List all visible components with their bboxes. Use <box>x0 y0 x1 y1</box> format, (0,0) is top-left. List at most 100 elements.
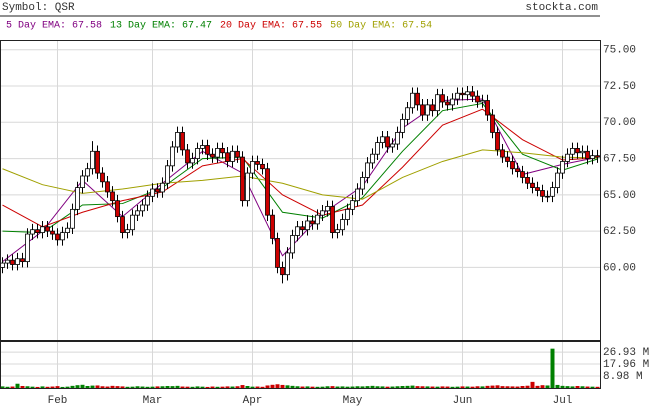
volume-bar <box>530 381 535 388</box>
candle-body <box>5 259 10 264</box>
grid-layer: 75.00 72.50 70.00 67.50 65.00 62.50 60.00 26.93… <box>0 41 649 406</box>
candle-body <box>210 153 215 158</box>
volume-bar <box>285 385 290 388</box>
ema-line <box>2 102 598 234</box>
volume-bar <box>360 386 365 388</box>
volume-frame <box>0 341 601 389</box>
candle-body <box>395 132 400 145</box>
ema-line <box>2 108 598 228</box>
price-frame <box>0 40 601 341</box>
volume-tick-label: 8.98 M <box>603 371 643 383</box>
candle-body <box>85 168 90 177</box>
volume-bar <box>525 385 530 388</box>
candle-body <box>450 98 455 106</box>
candle-body <box>145 195 150 206</box>
candle-body <box>440 94 445 103</box>
volume-bar <box>105 386 110 388</box>
volume-bar <box>295 386 300 388</box>
volume-bar <box>290 385 295 388</box>
candle-body <box>120 216 125 233</box>
candle-body <box>220 148 225 154</box>
volume-bar <box>85 386 90 388</box>
volume-bar <box>120 386 125 388</box>
volume-bar <box>545 385 550 388</box>
volume-bar <box>385 386 390 388</box>
volume-bar <box>130 386 135 388</box>
candle-body <box>500 149 505 158</box>
volume-bar <box>70 385 75 388</box>
candle-body <box>325 206 330 212</box>
volume-bar <box>50 386 55 388</box>
candle-body <box>435 94 440 112</box>
volume-bar <box>90 385 95 388</box>
candle-body <box>460 92 465 96</box>
candle-body <box>290 235 295 254</box>
candle-body <box>115 200 120 218</box>
candle-body <box>280 267 285 276</box>
volume-bar <box>80 384 85 388</box>
volume-bar <box>95 385 100 388</box>
volume-bar <box>110 385 115 388</box>
candle-body <box>305 220 310 231</box>
candle-body <box>300 226 305 231</box>
candle-body <box>365 162 370 178</box>
candle-body <box>295 226 300 236</box>
candle-body <box>35 229 40 233</box>
volume-bar <box>555 384 560 388</box>
candle-body <box>105 181 110 193</box>
candle-body <box>50 230 55 235</box>
y-tick-label: 75.00 <box>603 45 636 57</box>
candle-body <box>420 104 425 116</box>
legend-entry: 50 Day EMA: 67.54 <box>330 21 432 32</box>
volume-bar <box>590 386 595 388</box>
volume-bar <box>195 386 200 388</box>
volume-bar <box>275 384 280 388</box>
candle-body <box>195 148 200 159</box>
candle-body <box>15 258 20 265</box>
candle-body <box>150 188 155 197</box>
candle-body <box>80 175 85 188</box>
volume-bar <box>230 386 235 388</box>
candle-body <box>355 188 360 202</box>
volume-bar <box>150 386 155 388</box>
candle-body <box>175 132 180 148</box>
volume-bar <box>280 384 285 388</box>
candle-body <box>390 143 395 148</box>
candle-body <box>135 210 140 216</box>
y-tick-label: 60.00 <box>603 262 636 274</box>
volume-bar <box>505 386 510 388</box>
candle-body <box>180 132 185 151</box>
candle-body <box>240 156 245 202</box>
volume-bar <box>465 386 470 388</box>
volume-bar <box>305 386 310 388</box>
candle-body <box>370 153 375 164</box>
volume-bar <box>45 386 50 388</box>
volume-bar <box>475 386 480 388</box>
volume-bar <box>540 385 545 388</box>
volume-bar <box>175 385 180 388</box>
volume-bar <box>375 386 380 388</box>
volume-bar <box>170 386 175 388</box>
candle-body <box>140 204 145 212</box>
volume-bar <box>200 386 205 388</box>
volume-bar <box>135 386 140 388</box>
candle-body <box>0 262 5 268</box>
candle-body <box>575 148 580 154</box>
volume-bar <box>445 386 450 388</box>
volume-bar <box>180 386 185 388</box>
candle-body <box>110 191 115 202</box>
volume-bar <box>55 386 60 388</box>
site: stockta.com <box>525 2 598 14</box>
candle-body <box>545 195 550 198</box>
volume-bar <box>340 386 345 388</box>
candle-body <box>415 92 420 106</box>
volume-bar <box>0 386 5 388</box>
volume-bar <box>480 386 485 388</box>
volume-bar <box>300 386 305 388</box>
candle-body <box>55 233 60 241</box>
candle-body <box>455 92 460 100</box>
candle-body <box>335 229 340 233</box>
legend-entry: 20 Day EMA: 67.55 <box>220 21 322 32</box>
volume-bar <box>320 386 325 388</box>
candle-body <box>555 172 560 188</box>
